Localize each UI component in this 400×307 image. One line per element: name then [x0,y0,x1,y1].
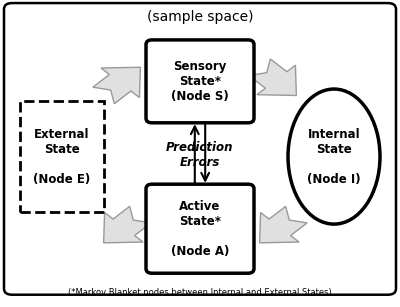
Text: Active
State*

(Node A): Active State* (Node A) [171,200,229,258]
Ellipse shape [288,89,380,224]
Text: Sensory
State*
(Node S): Sensory State* (Node S) [171,60,229,103]
FancyBboxPatch shape [146,40,254,123]
Polygon shape [104,206,151,243]
Text: External
State

(Node E): External State (Node E) [33,128,91,185]
Text: (sample space): (sample space) [147,10,253,24]
FancyBboxPatch shape [146,184,254,273]
FancyBboxPatch shape [20,101,104,212]
Text: (*Markov Blanket nodes between Internal and External States): (*Markov Blanket nodes between Internal … [68,288,332,297]
Polygon shape [260,206,307,243]
Polygon shape [93,67,140,104]
Text: Prediction
Errors: Prediction Errors [166,141,234,169]
Text: Internal
State

(Node I): Internal State (Node I) [307,128,361,185]
Polygon shape [249,59,296,95]
FancyBboxPatch shape [4,3,396,295]
